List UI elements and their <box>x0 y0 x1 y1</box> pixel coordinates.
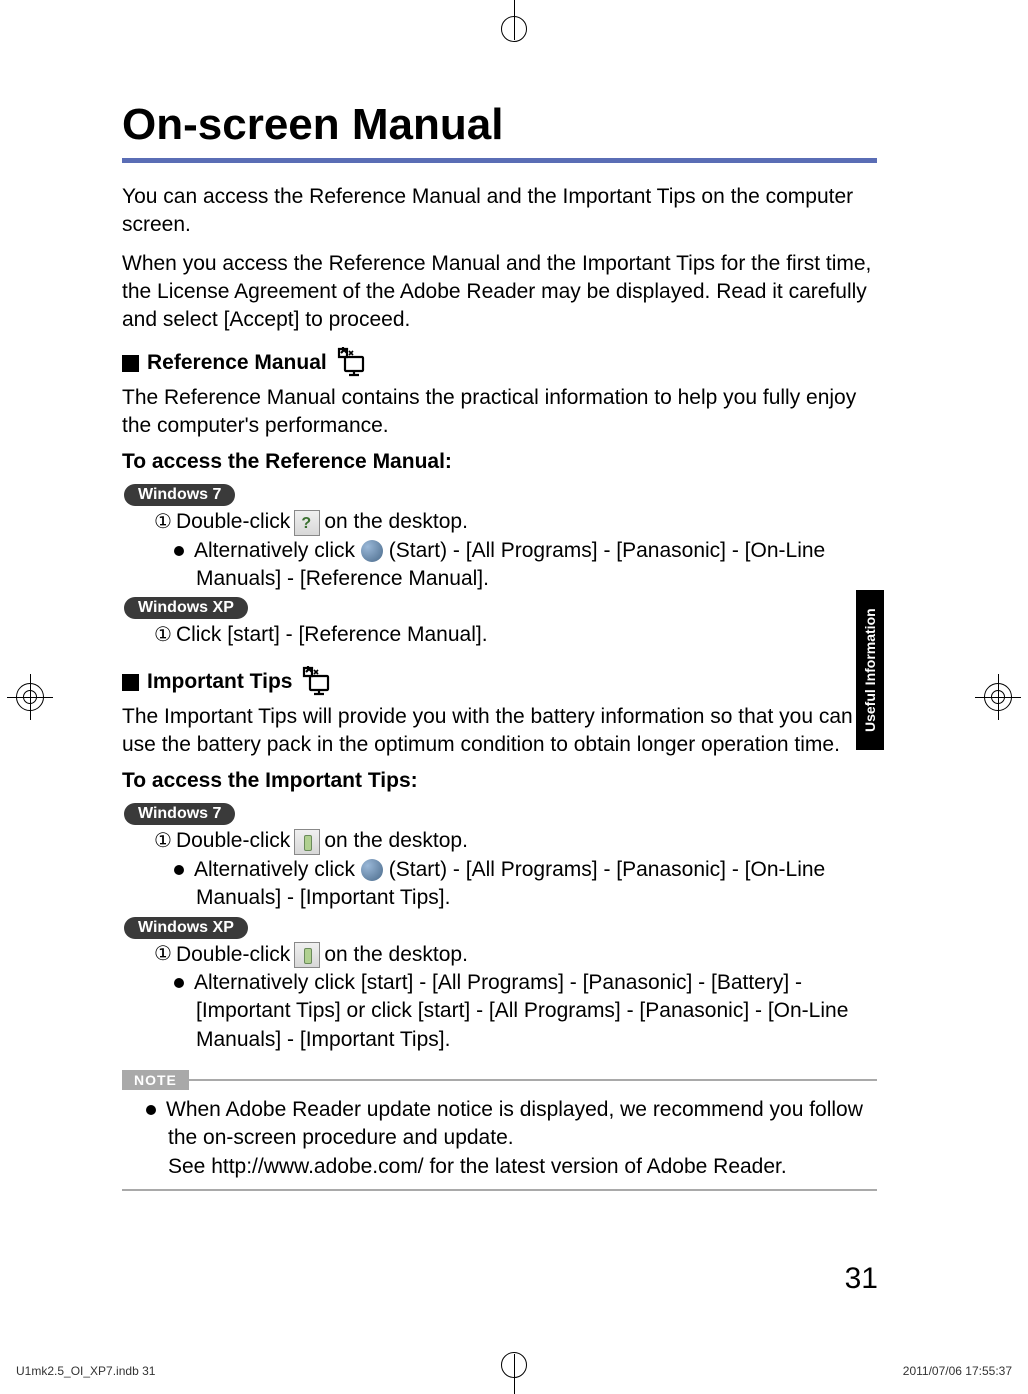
step-text: on the desktop. <box>324 508 468 536</box>
access-heading: To access the Important Tips: <box>122 769 877 793</box>
note-text: When Adobe Reader update notice is displ… <box>122 1096 877 1153</box>
page-number: 31 <box>845 1262 878 1296</box>
square-bullet-icon <box>122 355 139 372</box>
page-body: On-screen Manual You can access the Refe… <box>122 100 877 1191</box>
step-line: ① Double-click on the desktop. <box>122 941 877 969</box>
bullet-icon <box>174 546 184 556</box>
step-text: Click [start] - [Reference Manual]. <box>176 621 488 649</box>
footer-timestamp: 2011/07/06 17:55:37 <box>903 1364 1012 1378</box>
title-rule <box>122 158 877 163</box>
os-badge-win7: Windows 7 <box>124 803 235 825</box>
important-tips-desktop-icon <box>294 829 320 855</box>
start-orb-icon <box>361 540 383 562</box>
page-title: On-screen Manual <box>122 100 877 150</box>
access-heading: To access the Reference Manual: <box>122 450 877 474</box>
crop-circle <box>501 16 527 42</box>
alt-text: Alternatively click [start] - [All Progr… <box>194 971 848 1051</box>
alt-step: Alternatively click (Start) - [All Progr… <box>122 856 877 913</box>
important-tips-desktop-icon <box>294 942 320 968</box>
bullet-icon <box>174 978 184 988</box>
section-description: The Reference Manual contains the practi… <box>122 384 877 441</box>
alt-text: Alternatively click <box>194 858 355 881</box>
step-text: Double-click <box>176 827 290 855</box>
side-tab: Useful Information <box>856 590 884 750</box>
section-heading: Reference Manual <box>147 351 327 375</box>
step-number-icon: ① <box>154 828 172 855</box>
start-orb-icon <box>361 859 383 881</box>
step-text: on the desktop. <box>324 941 468 969</box>
os-badge-xp: Windows XP <box>124 917 248 939</box>
step-line: ① Double-click on the desktop. <box>122 827 877 855</box>
registration-mark <box>16 683 44 711</box>
important-tips-icon <box>300 664 334 701</box>
step-line: ① Double-click on the desktop. <box>122 508 877 536</box>
note-line-a: When Adobe Reader update notice is displ… <box>166 1098 863 1149</box>
note-rule <box>189 1079 877 1081</box>
crop-circle <box>501 1352 527 1378</box>
section-heading-row: Reference Manual <box>122 345 877 382</box>
step-line: ① Click [start] - [Reference Manual]. <box>122 621 877 649</box>
alt-step: Alternatively click [start] - [All Progr… <box>122 969 877 1054</box>
os-badge-win7: Windows 7 <box>124 484 235 506</box>
section-heading: Important Tips <box>147 670 292 694</box>
note-line-b: See http://www.adobe.com/ for the latest… <box>122 1153 877 1181</box>
section-description: The Important Tips will provide you with… <box>122 703 877 760</box>
note-rule <box>122 1189 877 1191</box>
reference-manual-desktop-icon <box>294 510 320 536</box>
bullet-icon <box>146 1105 156 1115</box>
step-number-icon: ① <box>154 622 172 649</box>
note-header: NOTE <box>122 1070 877 1090</box>
step-text: Double-click <box>176 508 290 536</box>
step-number-icon: ① <box>154 509 172 536</box>
note-label: NOTE <box>122 1070 189 1090</box>
step-number-icon: ① <box>154 941 172 968</box>
step-text: Double-click <box>176 941 290 969</box>
step-text: on the desktop. <box>324 827 468 855</box>
square-bullet-icon <box>122 674 139 691</box>
footer-filename: U1mk2.5_OI_XP7.indb 31 <box>16 1364 155 1378</box>
intro-paragraph: You can access the Reference Manual and … <box>122 183 877 240</box>
section-heading-row: Important Tips <box>122 664 877 701</box>
reference-manual-icon <box>335 345 369 382</box>
intro-paragraph: When you access the Reference Manual and… <box>122 250 877 335</box>
alt-text: Alternatively click <box>194 539 355 562</box>
bullet-icon <box>174 865 184 875</box>
os-badge-xp: Windows XP <box>124 597 248 619</box>
registration-mark <box>984 683 1012 711</box>
alt-step: Alternatively click (Start) - [All Progr… <box>122 537 877 594</box>
